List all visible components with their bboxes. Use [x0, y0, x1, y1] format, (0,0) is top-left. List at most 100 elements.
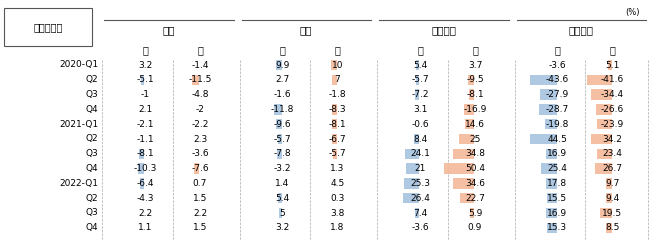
FancyBboxPatch shape: [606, 178, 612, 188]
Text: 34.6: 34.6: [465, 179, 485, 188]
FancyBboxPatch shape: [332, 119, 337, 129]
Text: 5.1: 5.1: [605, 60, 619, 69]
Text: 女: 女: [472, 45, 478, 55]
FancyBboxPatch shape: [465, 119, 474, 129]
Text: 5.4: 5.4: [413, 60, 427, 69]
FancyBboxPatch shape: [540, 89, 556, 100]
FancyBboxPatch shape: [138, 163, 144, 174]
Text: Q4: Q4: [85, 223, 98, 232]
Text: 7.4: 7.4: [413, 208, 427, 217]
Text: フランス: フランス: [431, 25, 456, 35]
Text: 2.7: 2.7: [276, 75, 290, 84]
FancyBboxPatch shape: [404, 178, 419, 188]
Text: 3.2: 3.2: [276, 223, 290, 232]
Text: 25: 25: [469, 134, 481, 143]
FancyBboxPatch shape: [404, 149, 419, 159]
Text: 3.2: 3.2: [138, 60, 152, 69]
Text: 22.7: 22.7: [465, 194, 485, 203]
FancyBboxPatch shape: [277, 149, 281, 159]
Text: 女: 女: [610, 45, 616, 55]
Text: 男: 男: [554, 45, 560, 55]
Text: 3.8: 3.8: [330, 208, 344, 217]
Text: 44.5: 44.5: [547, 134, 567, 143]
Text: 17.8: 17.8: [547, 179, 567, 188]
Text: -8.3: -8.3: [329, 105, 346, 114]
FancyBboxPatch shape: [278, 193, 281, 203]
FancyBboxPatch shape: [606, 223, 612, 233]
FancyBboxPatch shape: [591, 134, 612, 144]
Text: -5.7: -5.7: [274, 134, 291, 143]
Text: -3.6: -3.6: [549, 60, 566, 69]
Text: -8.1: -8.1: [329, 120, 346, 129]
Text: 1.3: 1.3: [330, 164, 344, 173]
Text: -1.8: -1.8: [329, 90, 346, 99]
FancyBboxPatch shape: [540, 104, 556, 114]
Text: 23.4: 23.4: [603, 149, 623, 158]
Text: 3.7: 3.7: [468, 60, 482, 69]
Text: Q2: Q2: [85, 75, 98, 84]
Text: -6.7: -6.7: [329, 134, 346, 143]
FancyBboxPatch shape: [4, 8, 92, 46]
Text: 日本: 日本: [162, 25, 175, 35]
Text: -26.6: -26.6: [601, 105, 624, 114]
FancyBboxPatch shape: [464, 104, 474, 114]
FancyBboxPatch shape: [414, 134, 419, 144]
FancyBboxPatch shape: [595, 104, 612, 114]
Text: Q2: Q2: [85, 134, 98, 143]
FancyBboxPatch shape: [595, 163, 612, 174]
Text: 男: 男: [417, 45, 423, 55]
FancyBboxPatch shape: [406, 163, 419, 174]
Text: 50.4: 50.4: [465, 164, 485, 173]
Text: 1.8: 1.8: [330, 223, 344, 232]
Text: -10.3: -10.3: [133, 164, 157, 173]
FancyBboxPatch shape: [586, 75, 612, 85]
Text: -23.9: -23.9: [601, 120, 624, 129]
FancyBboxPatch shape: [606, 193, 612, 203]
FancyBboxPatch shape: [415, 208, 419, 218]
FancyBboxPatch shape: [403, 193, 419, 203]
Text: -9.5: -9.5: [466, 75, 484, 84]
FancyBboxPatch shape: [468, 75, 474, 85]
FancyBboxPatch shape: [332, 75, 337, 85]
Text: 2.3: 2.3: [193, 134, 207, 143]
FancyBboxPatch shape: [276, 119, 281, 129]
Text: 3.1: 3.1: [413, 105, 427, 114]
Text: Q2: Q2: [85, 194, 98, 203]
Text: 5: 5: [280, 208, 285, 217]
Text: 14.6: 14.6: [465, 120, 485, 129]
Text: 2020-Q1: 2020-Q1: [59, 60, 98, 69]
Text: -34.4: -34.4: [601, 90, 624, 99]
FancyBboxPatch shape: [274, 104, 281, 114]
Text: -41.6: -41.6: [601, 75, 624, 84]
Text: -1: -1: [140, 90, 150, 99]
FancyBboxPatch shape: [278, 208, 281, 218]
FancyBboxPatch shape: [330, 60, 337, 70]
Text: Q4: Q4: [85, 105, 98, 114]
FancyBboxPatch shape: [545, 119, 556, 129]
Text: 2.2: 2.2: [193, 208, 207, 217]
FancyBboxPatch shape: [547, 149, 556, 159]
FancyBboxPatch shape: [608, 60, 612, 70]
Text: -5.7: -5.7: [329, 149, 346, 158]
Text: 19.5: 19.5: [603, 208, 623, 217]
Text: Q4: Q4: [85, 164, 98, 173]
Text: -2.1: -2.1: [136, 120, 154, 129]
Text: 21: 21: [414, 164, 426, 173]
FancyBboxPatch shape: [192, 75, 199, 85]
Text: -43.6: -43.6: [546, 75, 569, 84]
Text: -8.1: -8.1: [466, 90, 484, 99]
FancyBboxPatch shape: [415, 75, 419, 85]
FancyBboxPatch shape: [333, 134, 337, 144]
Text: 0.3: 0.3: [330, 194, 344, 203]
Text: -28.7: -28.7: [546, 105, 569, 114]
FancyBboxPatch shape: [459, 134, 474, 144]
FancyBboxPatch shape: [332, 104, 337, 114]
Text: 芸術・娯楽: 芸術・娯楽: [33, 22, 62, 32]
Text: 2.1: 2.1: [138, 105, 152, 114]
Text: 16.9: 16.9: [547, 208, 567, 217]
Text: -7.6: -7.6: [191, 164, 209, 173]
Text: -1.1: -1.1: [136, 134, 154, 143]
Text: 26.7: 26.7: [603, 164, 623, 173]
Text: 16.9: 16.9: [547, 149, 567, 158]
FancyBboxPatch shape: [140, 178, 144, 188]
